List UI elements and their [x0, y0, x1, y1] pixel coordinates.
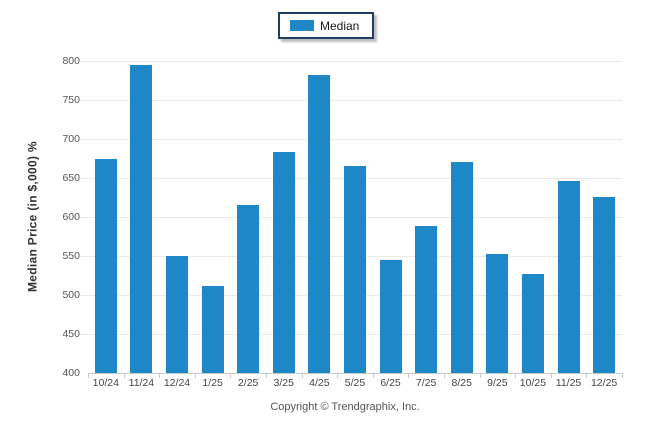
x-axis-tick: [550, 373, 552, 378]
x-tick-label-11/25: 11/25: [555, 377, 582, 389]
x-tick-label-11/24: 11/24: [128, 377, 155, 389]
bar-3/25[interactable]: [272, 152, 295, 373]
x-axis-tick: [159, 373, 161, 378]
plot-area: [80, 61, 623, 378]
bars-container: [88, 61, 622, 373]
x-axis-tick: [337, 373, 339, 378]
gridline-700: [80, 139, 622, 140]
x-tick-label-10/24: 10/24: [92, 377, 119, 389]
x-tick-label-2/25: 2/25: [237, 377, 259, 389]
x-axis-tick: [266, 373, 267, 378]
x-axis-tick: [88, 373, 89, 378]
x-tick-label-8/25: 8/25: [451, 377, 472, 389]
bar-11/25[interactable]: [557, 181, 580, 373]
x-axis-tick: [230, 373, 232, 378]
y-tick-label-450: 450: [62, 328, 80, 340]
y-tick-label-400: 400: [62, 367, 80, 379]
bar-12/25[interactable]: [593, 196, 616, 373]
x-axis-tick-labels: 10/24 11/24 12/24 1/25 2/25 3/25 4/25 5/25 6/25 7…: [88, 377, 622, 389]
x-axis-tick: [515, 373, 517, 378]
legend-swatch-icon: [290, 20, 314, 31]
legend-label: Median: [320, 18, 360, 33]
bar-slot-12/25: [586, 61, 622, 373]
bar-6/25[interactable]: [379, 259, 402, 373]
bar-4/25[interactable]: [308, 75, 331, 373]
copyright-text: Copyright © Trendgraphix, Inc.: [270, 401, 420, 413]
x-tick-label-6/25: 6/25: [380, 377, 401, 389]
x-axis-tick: [301, 373, 303, 378]
bar-2/25[interactable]: [237, 204, 260, 373]
bar-slot-8/25: [444, 61, 480, 373]
bar-slot-5/25: [337, 61, 373, 373]
x-tick-label-1/25: 1/25: [202, 377, 223, 389]
x-tick-label-4/25: 4/25: [309, 377, 330, 389]
y-tick-label-700: 700: [62, 133, 80, 145]
y-tick-label-800: 800: [62, 55, 80, 67]
y-tick-label-550: 550: [62, 250, 80, 262]
bar-slot-2/25: [230, 61, 266, 373]
x-axis-tick: [372, 373, 374, 378]
x-tick-label-12/25: 12/25: [590, 377, 618, 389]
x-axis-tick: [586, 373, 588, 378]
x-tick-label-12/24: 12/24: [163, 377, 191, 389]
bar-8/25[interactable]: [450, 161, 473, 373]
bar-slot-10/25: [515, 61, 551, 373]
x-tick-label-5/25: 5/25: [344, 377, 366, 389]
gridline-800: [80, 61, 622, 62]
x-tick-label-9/25: 9/25: [487, 377, 508, 389]
bar-7/25[interactable]: [415, 225, 438, 373]
bar-12/24[interactable]: [165, 256, 188, 373]
bar-slot-11/25: [551, 61, 587, 373]
x-axis-tick: [444, 373, 445, 378]
y-tick-label-750: 750: [62, 94, 80, 106]
bar-slot-12/24: [159, 61, 195, 373]
x-axis-tick: [123, 373, 125, 378]
y-tick-label-500: 500: [62, 289, 80, 301]
bar-1/25[interactable]: [201, 286, 224, 373]
bar-slot-7/25: [408, 61, 444, 373]
bar-slot-9/25: [480, 61, 516, 373]
bar-10/24[interactable]: [94, 158, 117, 373]
bar-slot-3/25: [266, 61, 302, 373]
y-axis-tick-labels: 400 450 500 550 600 650 700 750 800: [38, 55, 80, 379]
bar-11/24[interactable]: [130, 64, 153, 373]
bar-5/25[interactable]: [343, 165, 366, 373]
bar-slot-11/24: [124, 61, 160, 373]
bar-slot-6/25: [373, 61, 409, 373]
x-axis-tick: [479, 373, 481, 378]
bar-slot-1/25: [195, 61, 231, 373]
x-tick-label-7/25: 7/25: [415, 377, 437, 389]
legend[interactable]: Median: [278, 12, 375, 39]
bar-slot-4/25: [302, 61, 338, 373]
bar-9/25[interactable]: [486, 253, 509, 373]
x-tick-label-10/25: 10/25: [519, 377, 547, 389]
bar-10/25[interactable]: [521, 273, 544, 373]
x-axis-tick: [622, 373, 623, 378]
x-axis-tick: [194, 373, 196, 378]
x-tick-label-3/25: 3/25: [273, 377, 294, 389]
y-tick-label-600: 600: [62, 211, 80, 223]
x-axis-tick: [408, 373, 410, 378]
gridline-750: [80, 100, 622, 101]
bar-slot-10/24: [88, 61, 124, 373]
y-tick-label-650: 650: [62, 172, 80, 184]
